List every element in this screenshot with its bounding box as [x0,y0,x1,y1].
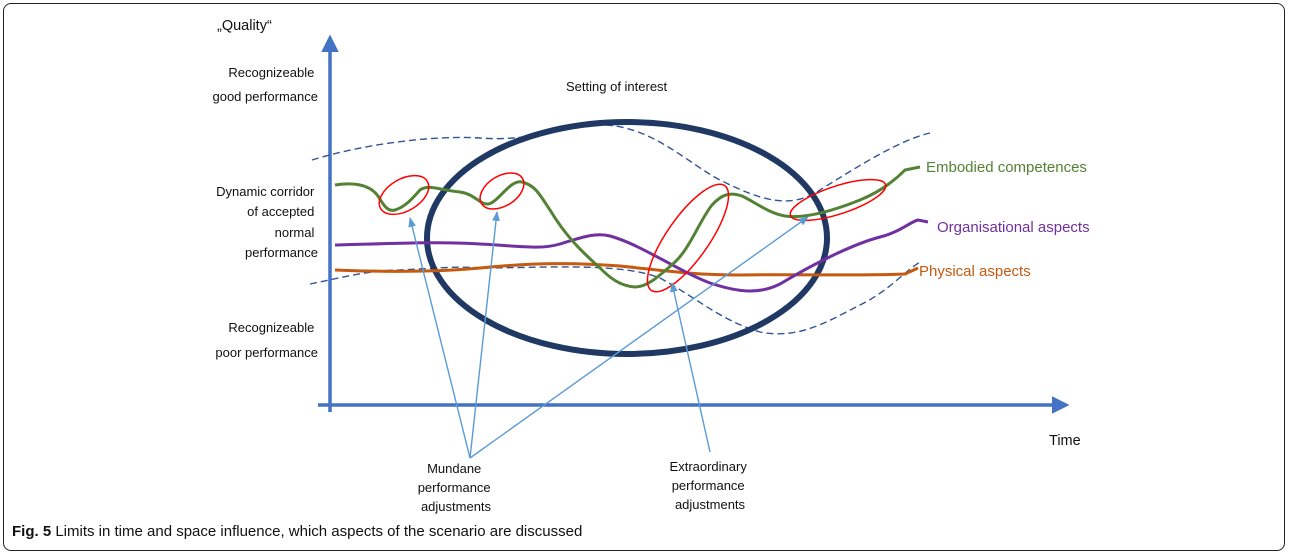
figure-caption-label: Fig. 5 [12,523,52,540]
setting-of-interest-ellipse [424,119,830,357]
organisational-aspects-line [334,218,929,293]
figure-caption: Fig. 5 Limits in time and space influenc… [12,523,582,540]
embodied-competences-label: Embodied competences [926,159,1087,176]
x-axis-title: Time [1049,433,1081,449]
mundane-highlight-3 [789,178,887,222]
mundane-arrow-1 [408,217,471,459]
corridor-lower-boundary [309,261,921,335]
mundane-arrow-2 [469,211,500,459]
figure-frame [3,3,1285,551]
embodied-competences-line [334,165,921,289]
mundane-callout-label: Mundane performance adjustments [418,461,495,514]
mundane-arrow-3 [469,216,809,459]
setting-of-interest-label: Setting of interest [566,79,668,94]
mundane-highlight-2 [479,172,525,210]
physical-aspects-line [334,262,919,277]
corridor-upper-boundary [311,124,931,202]
corridor-label: Dynamic corridor of accepted normal perf… [216,184,318,260]
extraordinary-callout-label: Extraordinary performance adjustments [670,459,751,512]
extraordinary-highlight [646,183,730,293]
organisational-aspects-label: Organisational aspects [937,219,1090,236]
poor-performance-label: Recognizeable poor performance [215,320,318,360]
physical-aspects-label: Physical aspects [919,263,1031,280]
extraordinary-arrow [670,282,711,453]
y-axis-title: „Quality“ [217,18,272,34]
mundane-highlight-1 [378,174,430,216]
good-performance-label: Recognizeable good performance [212,65,318,104]
figure-caption-text: Limits in time and space influence, whic… [51,523,583,540]
